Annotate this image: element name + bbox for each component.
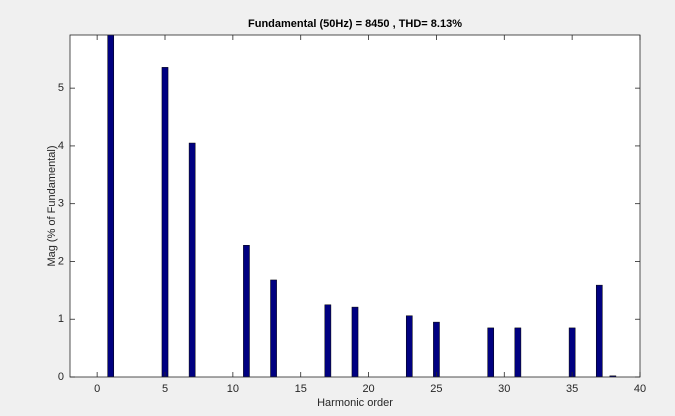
x-tick-label: 30 <box>498 383 510 395</box>
axes-frame <box>69 34 641 378</box>
chart-title: Fundamental (50Hz) = 8450 , THD= 8.13% <box>248 18 462 30</box>
y-tick-label: 1 <box>58 313 64 325</box>
x-tick-label: 35 <box>566 383 578 395</box>
x-tick-label: 25 <box>430 383 442 395</box>
y-tick-label: 4 <box>58 140 64 152</box>
bar <box>487 327 495 377</box>
x-axis-label: Harmonic order <box>317 397 393 409</box>
bars <box>107 35 617 377</box>
bar <box>568 327 576 377</box>
y-tick-label: 2 <box>58 255 64 267</box>
y-tick-label: 0 <box>58 371 64 383</box>
x-tick-label: 20 <box>362 383 374 395</box>
x-tick-label: 15 <box>295 383 307 395</box>
bar <box>595 284 603 377</box>
bar <box>514 327 522 377</box>
y-tick-label: 5 <box>58 82 64 94</box>
bar <box>188 142 196 377</box>
y-tick-label: 3 <box>58 198 64 210</box>
x-tick-label: 5 <box>162 383 168 395</box>
bar <box>270 279 277 377</box>
bar <box>609 375 617 377</box>
x-tick-label: 40 <box>634 383 646 395</box>
bar <box>405 315 413 377</box>
bar <box>161 67 169 377</box>
bar <box>243 245 250 377</box>
bar <box>433 321 440 377</box>
y-axis-label: Mag (% of Fundamental) <box>46 145 58 266</box>
bar <box>324 304 332 377</box>
x-tick-label: 10 <box>227 383 239 395</box>
x-tick-label: 0 <box>94 383 100 395</box>
bar <box>351 306 359 377</box>
bar <box>107 35 115 377</box>
